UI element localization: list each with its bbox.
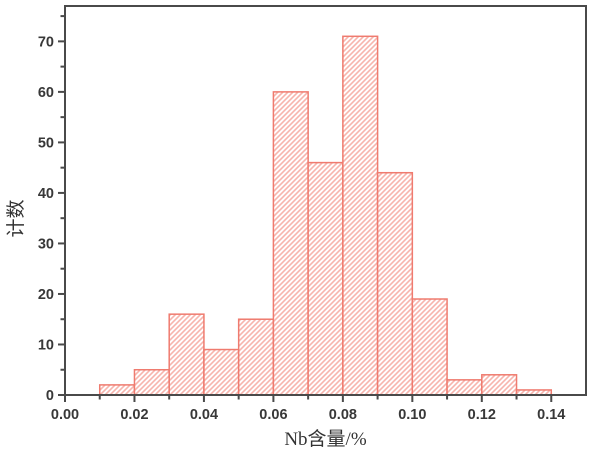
histogram-bar: [307, 161, 344, 396]
histogram-bar: [133, 368, 170, 396]
x-tick-label: 0.02: [120, 407, 148, 423]
x-tick-label: 0.00: [51, 407, 79, 423]
histogram-bar: [411, 298, 448, 396]
y-axis-title: 计数: [5, 199, 27, 237]
x-tick-label: 0.06: [259, 407, 287, 423]
x-axis-title: Nb含量/%: [284, 428, 367, 450]
y-tick-label: 70: [38, 34, 54, 50]
y-tick-label: 30: [38, 236, 54, 252]
x-tick-label: 0.08: [329, 407, 357, 423]
x-tick-label: 0.04: [190, 407, 218, 423]
histogram-bar: [481, 374, 518, 396]
plot-frame: [64, 5, 587, 396]
histogram-bar: [272, 91, 309, 396]
histogram-bar: [98, 384, 136, 396]
y-tick-label: 40: [38, 186, 54, 202]
histogram-bar: [237, 318, 275, 396]
histogram-bar: [446, 379, 483, 396]
y-tick-label: 60: [38, 85, 54, 101]
x-tick-label: 0.12: [468, 407, 496, 423]
histogram-bar: [342, 35, 379, 396]
y-tick-label: 50: [38, 135, 54, 151]
y-tick-label: 10: [38, 337, 54, 353]
y-tick-label: 0: [46, 388, 54, 404]
x-tick-label: 0.10: [398, 407, 426, 423]
y-tick-label: 20: [38, 287, 54, 303]
histogram-bar: [376, 171, 414, 396]
histogram-bar: [203, 348, 240, 396]
histogram-bar: [168, 313, 205, 396]
x-tick-label: 0.14: [537, 407, 565, 423]
